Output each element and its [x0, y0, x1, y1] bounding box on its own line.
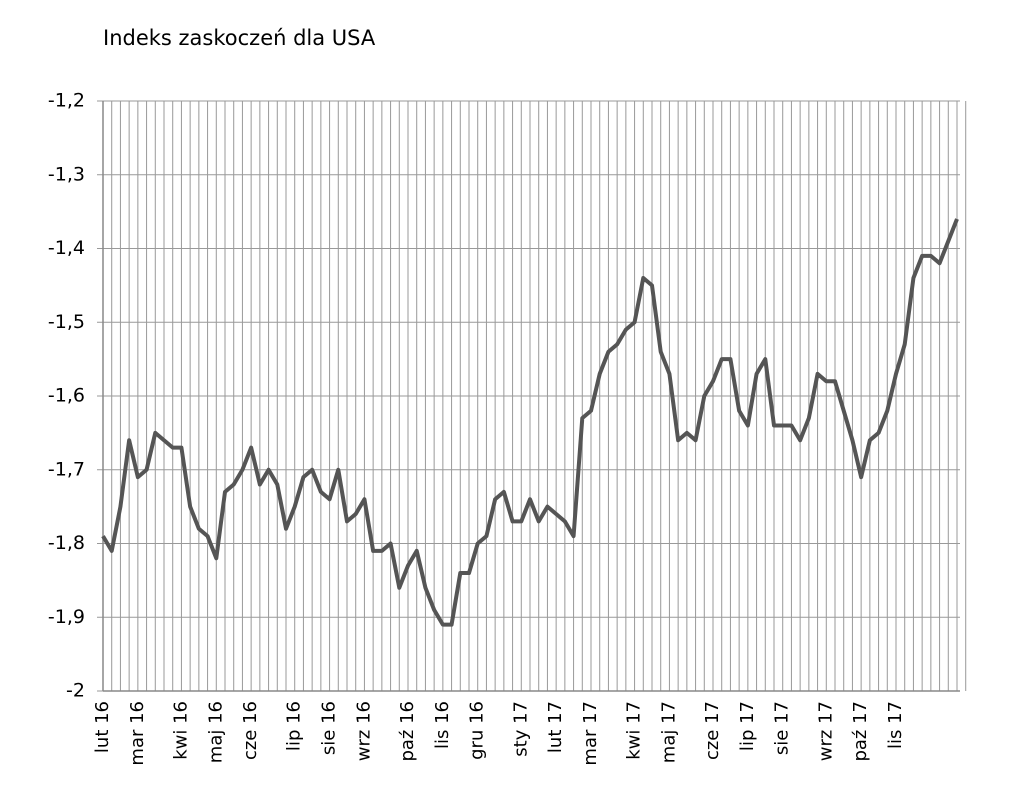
x-tick-label: kwi 16: [170, 701, 191, 760]
x-tick-label: lis 17: [885, 701, 906, 749]
x-tick-label: sie 17: [772, 701, 793, 755]
y-tick-label: -1,7: [48, 458, 85, 480]
x-tick-label: sie 16: [319, 701, 340, 755]
chart-title: Indeks zaskoczeń dla USA: [103, 26, 376, 50]
y-tick-label: -1,4: [48, 237, 85, 259]
x-tick-label: wrz 16: [353, 701, 374, 761]
x-tick-label: sty 17: [510, 701, 531, 757]
y-tick-label: -1,6: [48, 385, 85, 407]
x-tick-label: paź 17: [850, 701, 871, 762]
y-tick-label: -2: [66, 680, 85, 702]
y-tick-label: -1,3: [48, 163, 85, 185]
x-tick-label: paź 16: [397, 701, 418, 762]
x-tick-label: lis 16: [432, 701, 453, 749]
x-tick-label: cze 17: [702, 701, 723, 760]
y-tick-label: -1,2: [48, 90, 85, 112]
x-tick-label: lip 16: [284, 701, 305, 751]
y-tick-label: -1,8: [48, 532, 85, 554]
x-tick-label: wrz 17: [815, 701, 836, 761]
x-tick-label: lut 16: [92, 701, 113, 753]
x-tick-label: mar 16: [127, 701, 148, 766]
x-tick-label: kwi 17: [624, 701, 645, 760]
x-tick-label: maj 16: [205, 701, 226, 763]
x-tick-label: cze 16: [240, 701, 261, 760]
x-tick-label: lut 17: [545, 701, 566, 753]
y-tick-label: -1,5: [48, 311, 85, 333]
x-tick-label: mar 17: [580, 701, 601, 766]
data-line: [101, 218, 959, 627]
x-tick-label: maj 17: [658, 701, 679, 763]
y-tick-label: -1,9: [48, 606, 85, 628]
x-tick-label: gru 16: [467, 701, 488, 760]
x-tick-label: lip 17: [737, 701, 758, 751]
